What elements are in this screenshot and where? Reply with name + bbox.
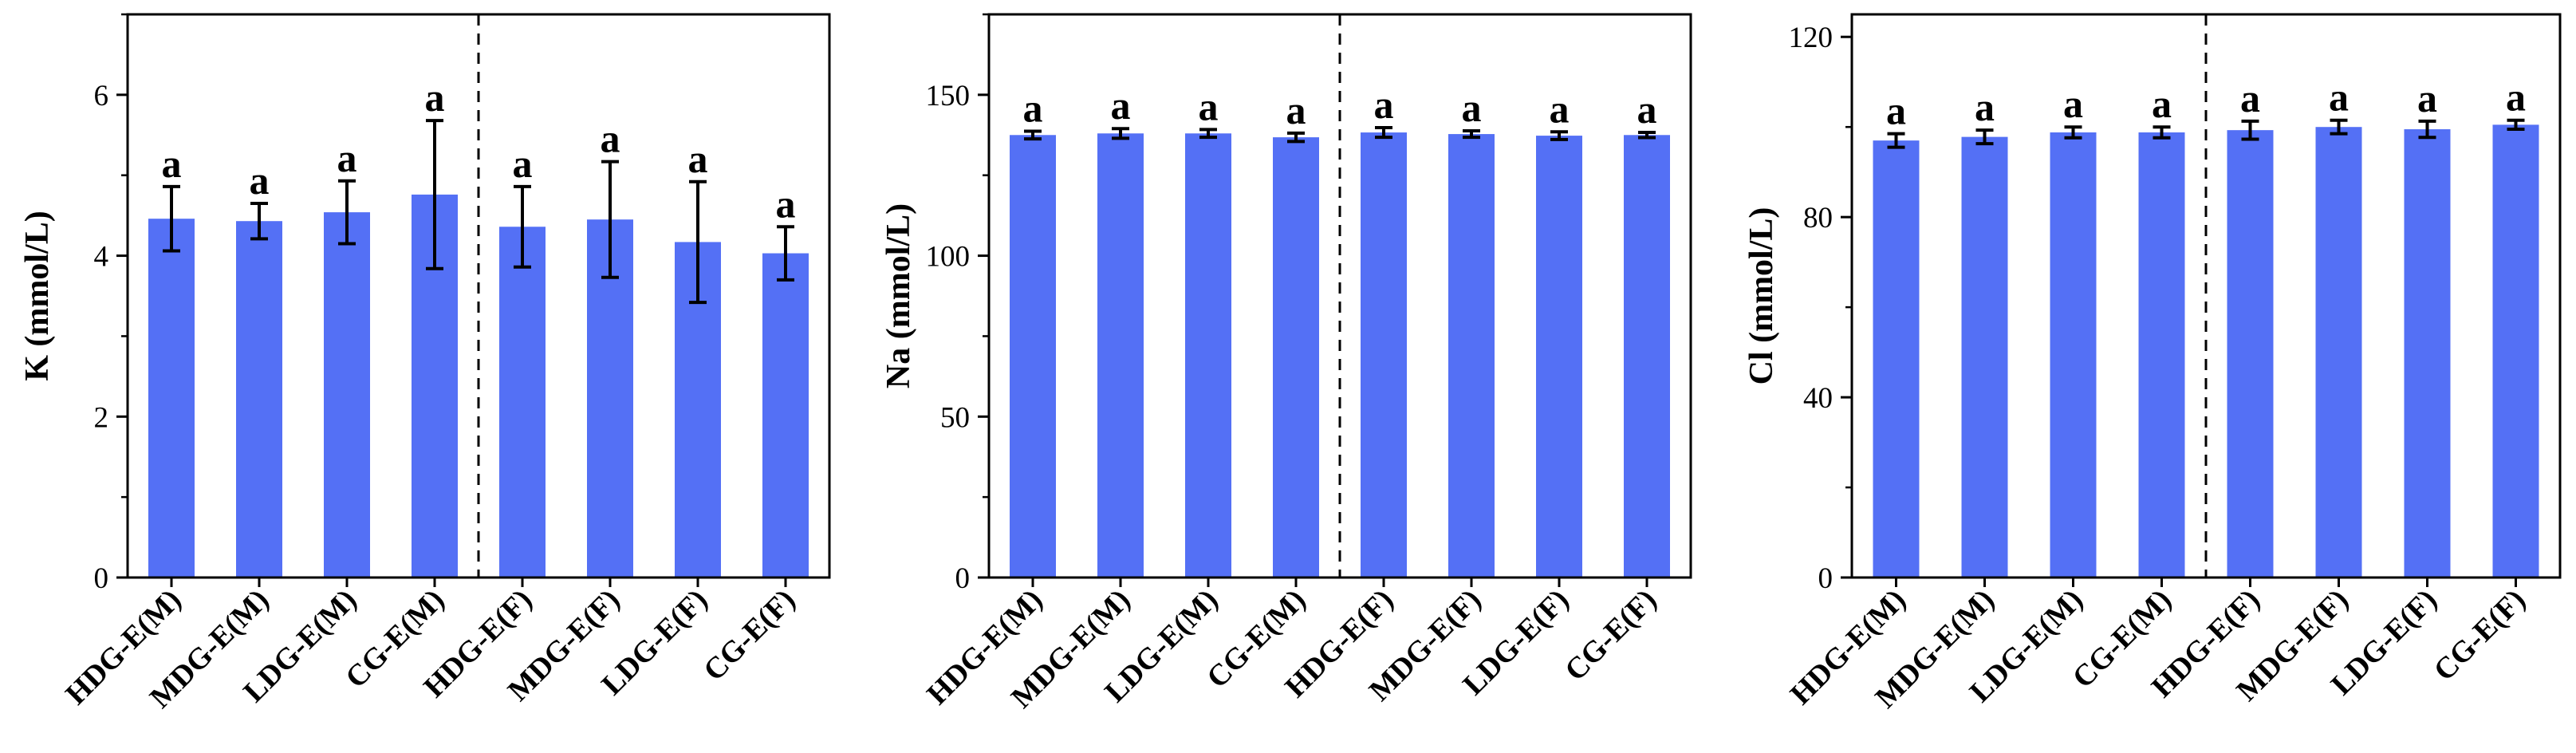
significance-label: a (1023, 85, 1043, 130)
significance-label: a (601, 116, 620, 161)
bar (1448, 134, 1495, 578)
bar (587, 219, 633, 578)
x-tick-label: CG-E(F) (2428, 583, 2532, 688)
y-tick-label: 2 (94, 401, 109, 434)
bar (236, 221, 282, 578)
bar (2404, 129, 2451, 578)
chart-panel-2: a a a a a a a a050100150HDG-E(M)MDG-E(M)LDG-E(M… (880, 13, 1692, 715)
bar (1273, 137, 1319, 578)
significance-label: a (425, 75, 445, 120)
bar (2315, 127, 2362, 578)
significance-label: a (250, 158, 270, 203)
bar (1361, 132, 1407, 578)
significance-label: a (1975, 85, 1995, 129)
x-tick-label: CG-E(F) (697, 583, 802, 688)
y-axis-title: Cl (mmol/L) (1743, 207, 1780, 385)
bar (1185, 133, 1231, 578)
bar (1010, 135, 1056, 578)
y-tick-label: 80 (1803, 202, 1833, 235)
bar (2492, 124, 2539, 578)
significance-label: a (337, 136, 357, 180)
bar (762, 253, 809, 578)
significance-label: a (688, 136, 708, 181)
significance-label: a (2329, 75, 2349, 120)
bar (1873, 140, 1920, 578)
bar (148, 219, 195, 578)
bar (324, 212, 370, 578)
bar (499, 227, 546, 578)
significance-label: a (1111, 83, 1131, 128)
significance-label: a (1637, 87, 1657, 132)
y-tick-label: 40 (1803, 382, 1833, 415)
y-tick-label: 100 (926, 241, 971, 274)
y-axis-title: Na (mmol/L) (880, 203, 917, 388)
significance-label: a (2152, 81, 2172, 126)
significance-label: a (1550, 86, 1570, 131)
significance-label: a (1374, 82, 1394, 127)
bar (2227, 130, 2274, 578)
significance-label: a (162, 141, 182, 186)
significance-label: a (2240, 76, 2260, 120)
significance-label: a (1462, 85, 1482, 130)
significance-label: a (1286, 88, 1306, 132)
significance-label: a (2506, 75, 2526, 120)
bar (1097, 133, 1144, 578)
significance-label: a (776, 181, 796, 226)
y-tick-label: 0 (94, 562, 109, 595)
y-tick-label: 4 (94, 241, 109, 274)
significance-label: a (1199, 84, 1219, 128)
chart-panel-3: a a a a a a a a04080120HDG-E(M)MDG-E(M)LDG-E(M)… (1743, 13, 2562, 715)
bar (2050, 132, 2097, 578)
y-tick-label: 0 (1818, 562, 1834, 595)
x-tick-label: CG-E(F) (1558, 583, 1663, 688)
bar (1624, 135, 1670, 578)
y-tick-label: 6 (94, 80, 109, 112)
y-tick-label: 150 (926, 80, 971, 112)
bar (1961, 136, 2008, 578)
significance-label: a (2417, 76, 2437, 120)
y-tick-label: 50 (940, 401, 970, 434)
bar (2138, 132, 2185, 578)
significance-label: a (513, 141, 533, 186)
significance-label: a (2063, 81, 2083, 126)
y-tick-label: 0 (955, 562, 971, 595)
y-tick-label: 120 (1789, 22, 1834, 54)
bar (1536, 136, 1582, 578)
significance-label: a (1886, 89, 1906, 133)
y-axis-title: K (mmol/L) (19, 211, 56, 380)
